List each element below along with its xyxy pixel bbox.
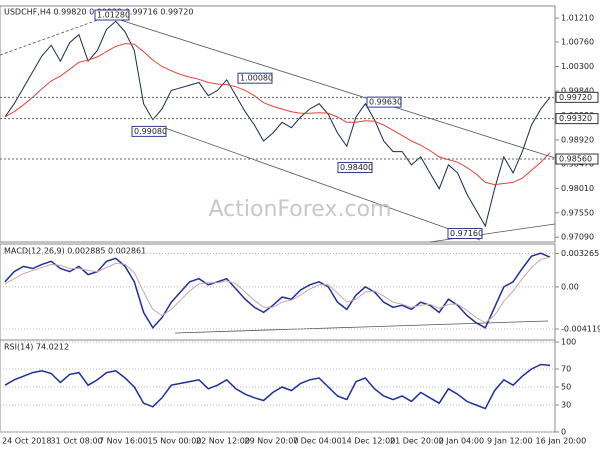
level-box [555,153,599,165]
trend-line [429,223,556,243]
level-box [555,113,599,125]
macd-title: MACD(12,26,9) 0.002885 0.002861 [4,247,146,256]
price-panel [0,5,556,243]
rsi-panel [0,339,556,433]
x-tick-label: 22 Nov 12:00 [196,437,250,446]
y-tick-label: 1.00300 [561,62,594,71]
annotation-label: 0.98400 [340,163,373,172]
annotation-box [237,72,273,84]
series-line [4,363,551,410]
channel-line [94,11,556,159]
annotation-box [447,227,483,239]
y-tick-label: 70 [561,365,571,374]
x-tick-label: 16 Jan 20:00 [536,437,587,446]
x-tick-label: 15 Nov 00:00 [148,437,202,446]
x-tick-label: 29 Nov 20:00 [245,437,299,446]
y-tick-label: -0.004119 [561,324,600,333]
x-tick-label: 9 Jan 12:00 [487,437,533,446]
y-tick-label: 30 [561,401,571,410]
y-tick-label: 0.98010 [561,184,594,193]
annotation-box [337,162,373,174]
y-tick-label: 0.97090 [561,233,594,242]
series-line [4,43,551,186]
series-line [4,256,551,324]
series-line [4,20,551,228]
annotation-label: 1.01280 [97,11,130,20]
watermark: ActionForex.com [209,197,392,222]
y-tick-label: 1.01210 [561,14,594,23]
annotation-label: 1.00080 [240,74,273,83]
annotation-box [366,96,402,108]
y-tick-label: 100 [561,338,576,347]
x-tick-label: 31 Oct 08:00 [51,437,103,446]
y-tick-label: 0.00 [561,282,579,291]
level-label: 0.99320 [559,114,592,123]
annotation-box [131,125,167,137]
macd-panel [0,243,556,341]
annotation-box [94,9,130,21]
x-tick-label: 7 Nov 16:00 [99,437,148,446]
annotation-label: 0.99080 [134,127,167,136]
x-tick-label: 24 Oct 2018 [2,437,51,446]
y-tick-label: 0.003265 [561,249,599,258]
annotation-label: 0.99630 [369,98,402,107]
annotation-label: 0.97160 [450,229,483,238]
x-tick-label: 2 Jan 04:00 [439,437,485,446]
series-line [4,252,551,330]
rsi-title: RSI(14) 74.0212 [4,343,69,352]
level-label: 0.99720 [559,93,592,102]
x-tick-label: 14 Dec 12:00 [342,437,396,446]
macd-trend-line [174,320,549,334]
y-tick-label: 50 [561,383,571,392]
x-tick-label: 7 Dec 04:00 [293,437,342,446]
level-box [555,91,599,103]
y-tick-label: 1.00760 [561,38,594,47]
channel-line [164,127,481,241]
x-tick-label: 21 Dec 20:00 [390,437,444,446]
y-tick-label: 0.98920 [561,135,594,144]
level-label: 0.98560 [559,155,592,164]
y-tick-label: 0 [561,428,566,437]
y-tick-label: 0.99840 [561,86,594,95]
y-tick-label: 0.97550 [561,208,594,217]
